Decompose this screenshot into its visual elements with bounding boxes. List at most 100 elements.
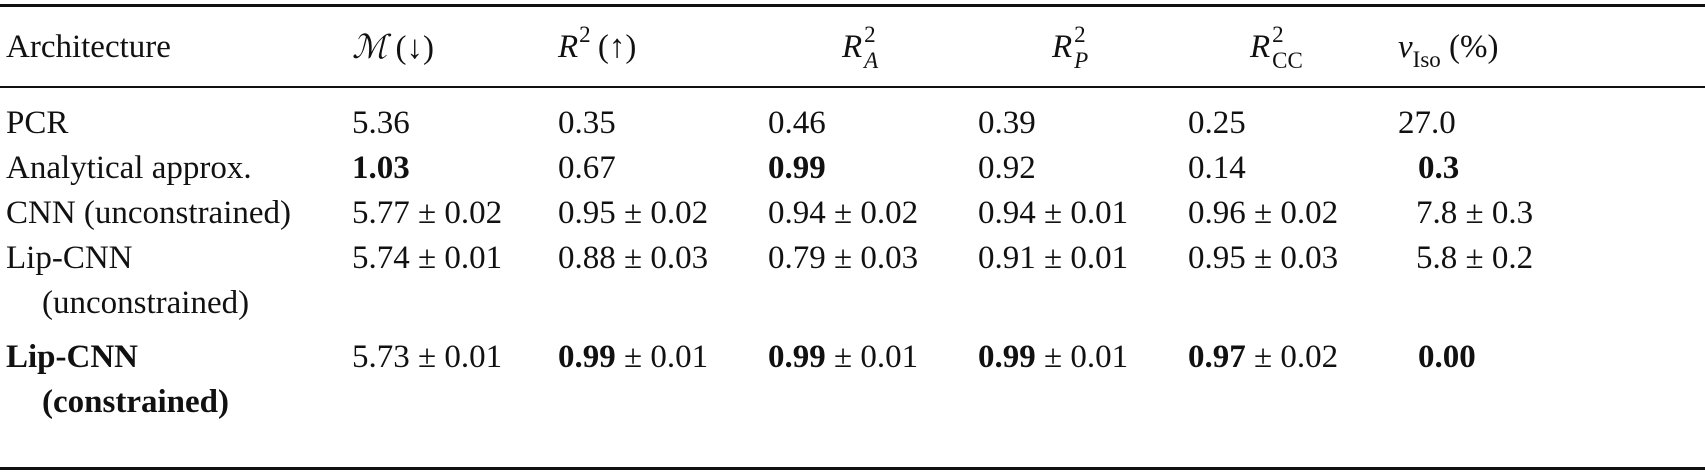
cell-text: 0.99 — [558, 339, 616, 375]
cell-text: Lip-CNN — [6, 339, 139, 375]
table-row-cnn-rp: 0.94 ± 0.01 — [978, 194, 1128, 232]
cell-text: 0.99 — [978, 339, 1036, 375]
cell-text: 0.02 — [860, 195, 919, 231]
cell-text: PCR — [6, 105, 69, 141]
cell-text: 0.35 — [558, 105, 616, 141]
table-row-analytical-rp: 0.92 — [978, 149, 1036, 187]
rp-sub: P — [1074, 48, 1089, 73]
pm-sign: ± — [418, 195, 437, 231]
pm-sign: ± — [1044, 195, 1063, 231]
cell-text: 0.95 — [558, 195, 616, 231]
cell-text: 7.8 — [1416, 195, 1458, 231]
table-row-lipcnn-con-rcc: 0.97 ± 0.02 — [1188, 338, 1338, 376]
table-row-analytical-ra: 0.99 — [768, 149, 826, 187]
pm-sign: ± — [834, 240, 853, 276]
cell-text: 0.01 — [650, 339, 709, 375]
pm-sign: ± — [1465, 240, 1484, 276]
cell-text: 0.14 — [1188, 150, 1246, 186]
cell-text: 0.99 — [768, 150, 826, 186]
table-row-pcr-rcc: 0.25 — [1188, 104, 1246, 142]
cell-text: 27.0 — [1398, 105, 1456, 141]
cell-text: 5.36 — [352, 105, 410, 141]
pm-sign: ± — [1254, 339, 1273, 375]
table-row-cnn-rcc: 0.96 ± 0.02 — [1188, 194, 1338, 232]
cell-text: 0.01 — [444, 240, 503, 276]
pm-sign: ± — [624, 339, 643, 375]
table-row-cnn-r2: 0.95 ± 0.02 — [558, 194, 708, 232]
pm-sign: ± — [834, 195, 853, 231]
pm-sign: ± — [624, 195, 643, 231]
table-row-lipcnn-con-viso: 0.00 — [1418, 338, 1476, 376]
pm-sign: ± — [834, 339, 853, 375]
header-architecture: Architecture — [6, 28, 171, 66]
ra-sub: A — [864, 48, 879, 73]
header-architecture-text: Architecture — [6, 29, 171, 65]
cell-text: 0.02 — [650, 195, 709, 231]
header-r2: R2 (↑) — [558, 22, 637, 69]
cell-text: (constrained) — [42, 384, 229, 420]
table-row-lipcnn-con-m: 5.73 ± 0.01 — [352, 338, 502, 376]
cell-text: 0.92 — [978, 150, 1036, 186]
cell-text: 0.94 — [978, 195, 1036, 231]
table-row-lipcnn-con-ra: 0.99 ± 0.01 — [768, 338, 918, 376]
r2-base: R — [558, 29, 579, 65]
table-row-cnn-m: 5.77 ± 0.02 — [352, 194, 502, 232]
table-row-pcr-ra: 0.46 — [768, 104, 826, 142]
cell-text: 0.01 — [1070, 240, 1129, 276]
rcc-exp: 2 — [1272, 22, 1284, 47]
table-row-lipcnn-unc-arch: Lip-CNN — [6, 239, 133, 277]
table-row-lipcnn-unc-m: 5.74 ± 0.01 — [352, 239, 502, 277]
cell-text: 0.03 — [1280, 240, 1339, 276]
table-row-lipcnn-con-rp: 0.99 ± 0.01 — [978, 338, 1128, 376]
m-arrow: (↓) — [395, 30, 435, 66]
cell-text: 0.3 — [1418, 150, 1460, 186]
cell-text: 0.01 — [444, 339, 503, 375]
bottom-rule — [0, 467, 1705, 470]
top-rule — [0, 4, 1705, 7]
table-row-pcr-r2: 0.35 — [558, 104, 616, 142]
cell-text: 0.99 — [768, 339, 826, 375]
rp-exp: 2 — [1074, 22, 1086, 47]
cell-text: 0.67 — [558, 150, 616, 186]
cell-text: 1.03 — [352, 150, 410, 186]
table-row-lipcnn-con-arch-2: (constrained) — [42, 383, 229, 421]
cell-text: 0.02 — [1280, 195, 1339, 231]
pm-sign: ± — [1254, 240, 1273, 276]
cell-text: 0.39 — [978, 105, 1036, 141]
cell-text: 0.46 — [768, 105, 826, 141]
cell-text: (unconstrained) — [42, 285, 250, 321]
viso-base: v — [1398, 29, 1413, 65]
viso-unit: (%) — [1449, 29, 1499, 65]
viso-sub: Iso — [1412, 47, 1441, 72]
cell-text: 0.01 — [1070, 339, 1129, 375]
cell-text: 5.8 — [1416, 240, 1458, 276]
cell-text: 5.73 — [352, 339, 410, 375]
cell-text: 0.01 — [1070, 195, 1129, 231]
r2-arrow: (↑) — [597, 29, 637, 65]
pm-sign: ± — [1254, 195, 1273, 231]
rcc-sub: CC — [1272, 48, 1303, 73]
table-row-analytical-arch: Analytical approx. — [6, 149, 252, 187]
pm-sign: ± — [1044, 240, 1063, 276]
cell-text: 0.02 — [1280, 339, 1339, 375]
cell-text: 0.25 — [1188, 105, 1246, 141]
cell-text: Analytical approx. — [6, 150, 252, 186]
rcc-base: R — [1250, 29, 1271, 65]
cell-text: 5.77 — [352, 195, 410, 231]
table-row-lipcnn-unc-rp: 0.91 ± 0.01 — [978, 239, 1128, 277]
table-row-lipcnn-unc-ra: 0.79 ± 0.03 — [768, 239, 918, 277]
cell-text: 0.95 — [1188, 240, 1246, 276]
cell-text: Lip-CNN — [6, 240, 133, 276]
table-row-pcr-rp: 0.39 — [978, 104, 1036, 142]
table-row-pcr-arch: PCR — [6, 104, 68, 142]
header-m: ℳ (↓) — [352, 28, 434, 67]
table-row-pcr-m: 5.36 — [352, 104, 410, 142]
cell-text: 0.03 — [650, 240, 709, 276]
cell-text: 0.02 — [444, 195, 503, 231]
header-viso: vIso (%) — [1398, 28, 1499, 72]
table-row-analytical-viso: 0.3 — [1418, 149, 1459, 187]
cell-text: 0.96 — [1188, 195, 1246, 231]
header-rule — [0, 86, 1705, 88]
